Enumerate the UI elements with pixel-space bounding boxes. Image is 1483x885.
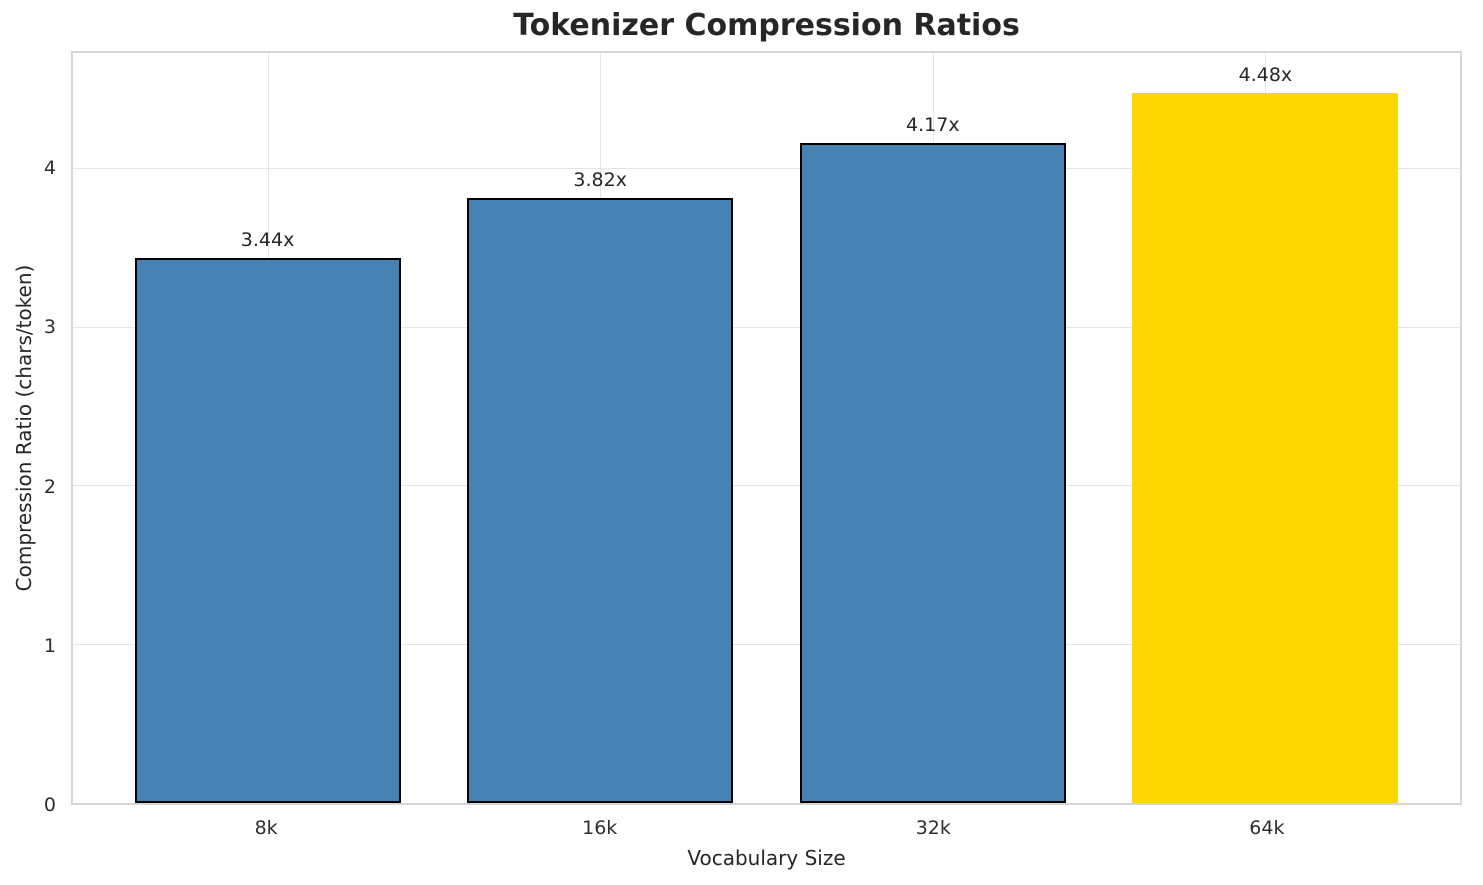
y-tick-labels: 0 1 2 3 4 [0,51,71,816]
bar-value-label-64k: 4.48x [1238,64,1293,87]
x-tick-label-64k: 64k [1249,817,1285,839]
bar-value-label-8k: 3.44x [240,229,295,252]
y-tick-label-2: 2 [43,475,56,498]
x-axis-label: Vocabulary Size [687,846,846,870]
y-tick-label-0: 0 [43,794,56,816]
gridline-h-2 [73,485,1460,487]
x-tick-label-16k: 16k [582,817,618,839]
bar-8k [134,258,401,803]
y-tick-label-1: 1 [43,634,56,657]
y-tick-label-4: 4 [43,157,56,180]
gridline-h-1 [73,643,1460,645]
x-tick-label-32k: 32k [915,817,951,839]
gridline-h-3 [73,326,1460,328]
bar-16k [467,197,734,803]
bar-32k [799,142,1066,803]
x-tick-label-8k: 8k [254,817,278,839]
x-tick-labels: 8k 16k 32k 64k [71,805,1462,845]
plot-area: 3.44x 3.82x 4.17x 4.48x [71,51,1462,805]
bar-value-label-16k: 3.82x [573,168,627,191]
bar-64k [1132,93,1399,803]
gridline-h-4 [73,168,1460,170]
chart-title: Tokenizer Compression Ratios [513,8,1020,43]
bar-value-label-32k: 4.17x [906,113,960,136]
y-tick-label-3: 3 [43,316,56,339]
